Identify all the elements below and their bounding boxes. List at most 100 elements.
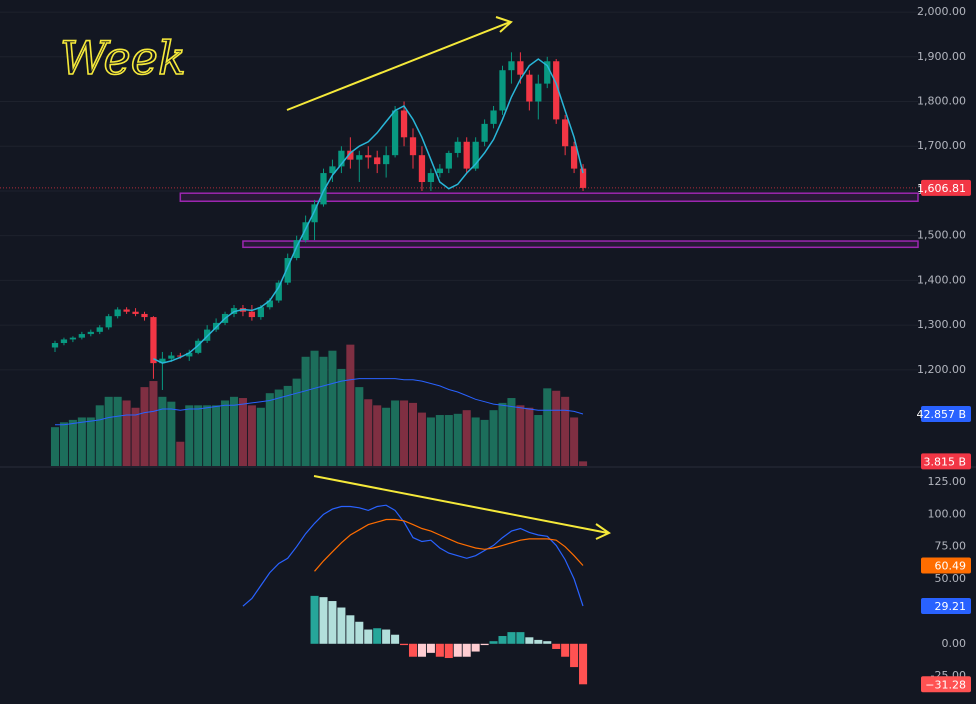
volume-bar [131, 407, 140, 466]
axis-badge-label: 42.857 B [916, 408, 966, 421]
price-zone [179, 192, 919, 202]
candle-body [391, 110, 399, 156]
candle-body [579, 168, 587, 188]
candle-body [293, 240, 300, 259]
volume-bar [552, 390, 561, 466]
trend-arrow-head [495, 16, 513, 33]
histogram-bar [498, 636, 507, 644]
candle-body [204, 329, 211, 341]
volume-bar [238, 398, 247, 466]
candle-body [159, 358, 166, 364]
candle-body [168, 355, 175, 359]
candle-body [257, 307, 264, 318]
price-ma-line [153, 58, 584, 364]
axis-badge [921, 453, 971, 470]
candle-body [186, 352, 193, 357]
candle-body [96, 327, 103, 332]
candle-body [320, 173, 327, 205]
candle-body [123, 309, 130, 312]
candle-body [570, 146, 578, 169]
volume-bar [292, 378, 301, 466]
histogram-bar [346, 615, 355, 644]
histogram-bar [382, 629, 391, 644]
histogram-bar [507, 632, 516, 644]
volume-bar [328, 350, 337, 466]
y-tick-label: 1,800.00 [917, 95, 966, 108]
candle-body [69, 337, 77, 340]
axis-badge-label: 1,606.81 [917, 182, 966, 195]
axis-badge [921, 557, 971, 574]
y-tick-label: 1,700.00 [917, 139, 966, 152]
candle-body [374, 157, 381, 165]
volume-bar [462, 410, 471, 466]
volume-bar [50, 427, 60, 466]
volume-bar [391, 400, 400, 466]
candle-body [275, 282, 282, 301]
histogram-bar [570, 643, 579, 668]
candle-body [150, 317, 157, 364]
candle-body [356, 155, 363, 160]
macd-line [314, 518, 584, 572]
volume-bar [534, 415, 543, 466]
histogram-bar [400, 643, 409, 646]
volume-bar [274, 389, 283, 466]
volume-bar [579, 461, 588, 466]
y-tick-label: 1,300.00 [917, 318, 966, 331]
candle-body [383, 155, 390, 165]
volume-bar [256, 407, 265, 466]
volume-bar [498, 402, 507, 466]
y-tick-label: 125.00 [928, 475, 967, 488]
volume-bar [355, 387, 364, 466]
candle-body [177, 355, 184, 357]
histogram-bar [552, 643, 561, 649]
candle-body [454, 141, 461, 153]
candle-body [51, 343, 59, 348]
volume-bar [185, 405, 194, 466]
volume-bar [408, 402, 418, 466]
volume-ma-line [55, 378, 584, 426]
volume-bar [221, 400, 230, 466]
volume-bar [140, 387, 149, 466]
axis-badge-label: 3.815 B [923, 455, 966, 468]
y-tick-label: 0.00 [942, 637, 967, 650]
axis-badge-label: −31.28 [925, 678, 966, 691]
volume-bar [453, 413, 462, 466]
volume-bar [435, 415, 444, 466]
candle-body [311, 204, 318, 223]
axis-badge [921, 179, 971, 196]
histogram-bar [444, 643, 453, 659]
volume-bar [104, 396, 113, 466]
candle-body [490, 110, 497, 124]
candle-body [284, 258, 291, 283]
candle-body [60, 339, 68, 344]
trend-arrow-head [595, 523, 612, 540]
histogram-bar [453, 643, 462, 657]
volume-bar [337, 368, 346, 466]
volume-bar [525, 407, 534, 466]
y-tick-label: 100.00 [928, 507, 967, 520]
candle-body [427, 173, 435, 183]
volume-bar [516, 405, 525, 466]
volume-bar [480, 419, 489, 466]
volume-bar [68, 419, 77, 466]
trend-arrow [286, 21, 511, 111]
candle-body [463, 141, 470, 169]
histogram-bar [489, 641, 498, 644]
histogram-bar [534, 639, 543, 644]
volume-bar [158, 396, 167, 466]
volume-bar [364, 399, 373, 466]
histogram-bar [328, 601, 337, 644]
volume-bar [229, 396, 239, 466]
candle-body [400, 110, 408, 138]
y-tick-label: 50.00 [935, 572, 967, 585]
histogram-bar [462, 643, 471, 657]
candle-body [409, 137, 417, 156]
histogram-bar [435, 643, 444, 657]
volume-bar [122, 400, 131, 466]
y-tick-label: 1,200.00 [917, 363, 966, 376]
volume-bar [561, 396, 570, 466]
candle-body [114, 309, 121, 317]
y-tick-label: 2,000.00 [917, 5, 966, 18]
histogram-bar [391, 634, 400, 644]
